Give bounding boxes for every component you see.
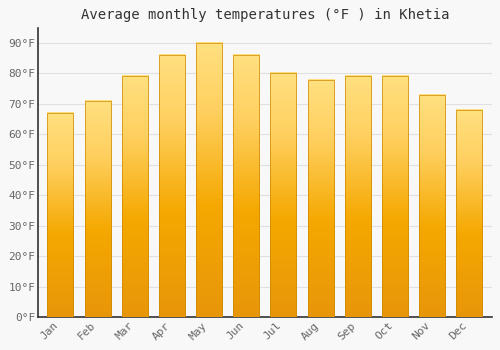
Bar bbox=[456, 110, 482, 317]
Bar bbox=[419, 95, 445, 317]
Title: Average monthly temperatures (°F ) in Khetia: Average monthly temperatures (°F ) in Kh… bbox=[80, 8, 449, 22]
Bar bbox=[84, 101, 110, 317]
Bar bbox=[196, 43, 222, 317]
Bar bbox=[234, 55, 260, 317]
Bar bbox=[270, 74, 296, 317]
Bar bbox=[382, 77, 408, 317]
Bar bbox=[48, 113, 74, 317]
Bar bbox=[308, 79, 334, 317]
Bar bbox=[159, 55, 185, 317]
Bar bbox=[345, 77, 371, 317]
Bar bbox=[122, 77, 148, 317]
